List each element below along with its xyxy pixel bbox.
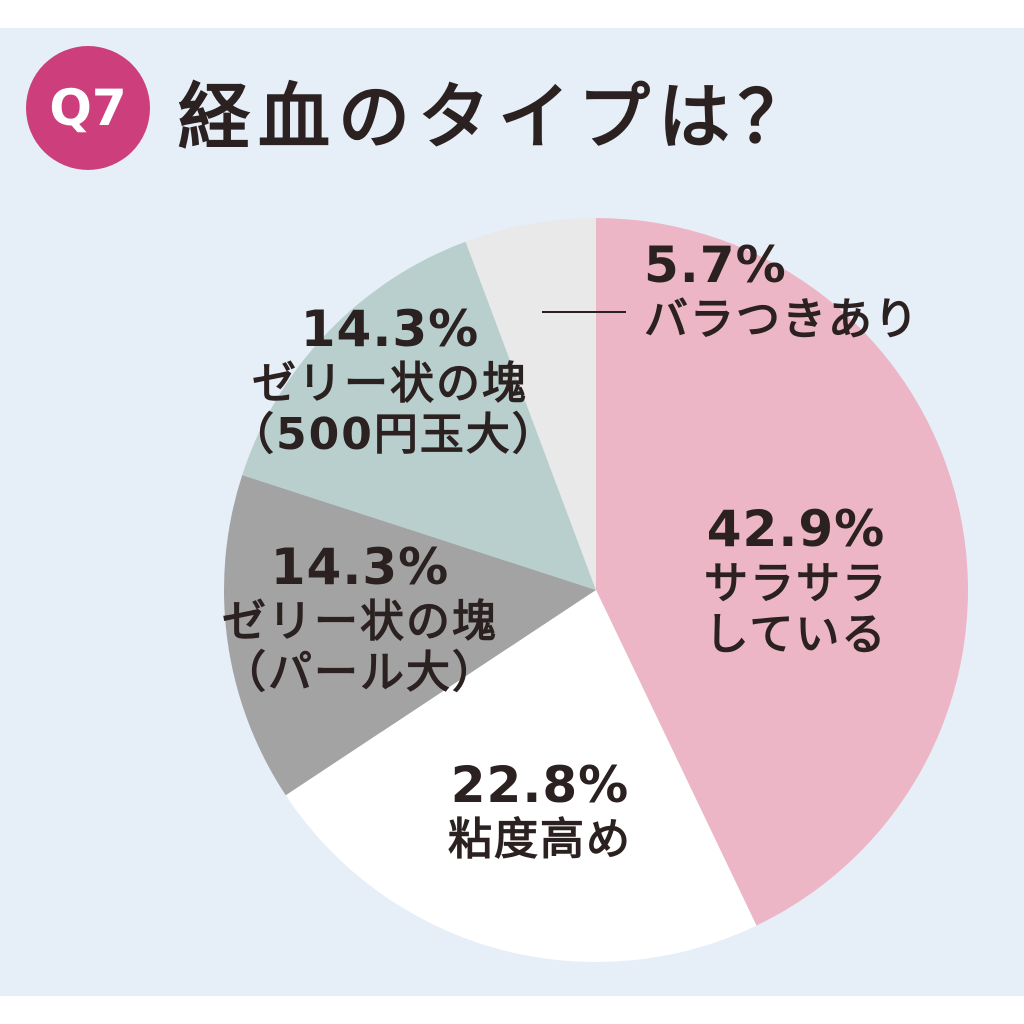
slice-pct-clot-coin: 14.3% <box>300 300 480 358</box>
slice-name-clot-pearl-1: ゼリー状の塊 <box>222 596 498 647</box>
question-number: Q7 <box>49 79 127 137</box>
slice-pct-irregular: 5.7% <box>644 236 787 294</box>
question-badge: Q7 <box>26 46 150 170</box>
slice-name-clot-coin-2: （500円玉大） <box>230 409 558 461</box>
pie-slice-viscous <box>285 590 757 962</box>
slice-name-irregular-1: バラつきあり <box>644 294 920 345</box>
slice-name-clot-pearl-2: （パール大） <box>222 647 498 699</box>
pie-slice-smooth <box>596 218 968 926</box>
slice-pct-clot-pearl: 14.3% <box>270 538 450 596</box>
slice-label-clot-pearl: 14.3% ゼリー状の塊 （パール大） <box>210 538 510 698</box>
slice-name-smooth-1: サラサラ <box>704 558 888 609</box>
pie-slice-clot-coin <box>242 241 596 590</box>
slice-label-smooth: 42.9% サラサラ している <box>676 500 916 660</box>
slice-name-clot-coin-1: ゼリー状の塊 <box>252 358 528 409</box>
slice-pct-viscous: 22.8% <box>450 756 630 814</box>
slice-label-irregular: 5.7% バラつきあり <box>644 236 964 345</box>
slice-name-smooth-2: している <box>704 609 888 661</box>
pie-slice-clot-pearl <box>223 475 596 796</box>
slice-name-viscous-1: 粘度高め <box>448 814 632 865</box>
slice-pct-smooth: 42.9% <box>706 500 886 558</box>
slice-label-viscous: 22.8% 粘度高め <box>410 756 670 865</box>
page-title: 経血のタイプは？ <box>178 75 819 159</box>
slice-label-clot-coin: 14.3% ゼリー状の塊 （500円玉大） <box>230 300 558 461</box>
